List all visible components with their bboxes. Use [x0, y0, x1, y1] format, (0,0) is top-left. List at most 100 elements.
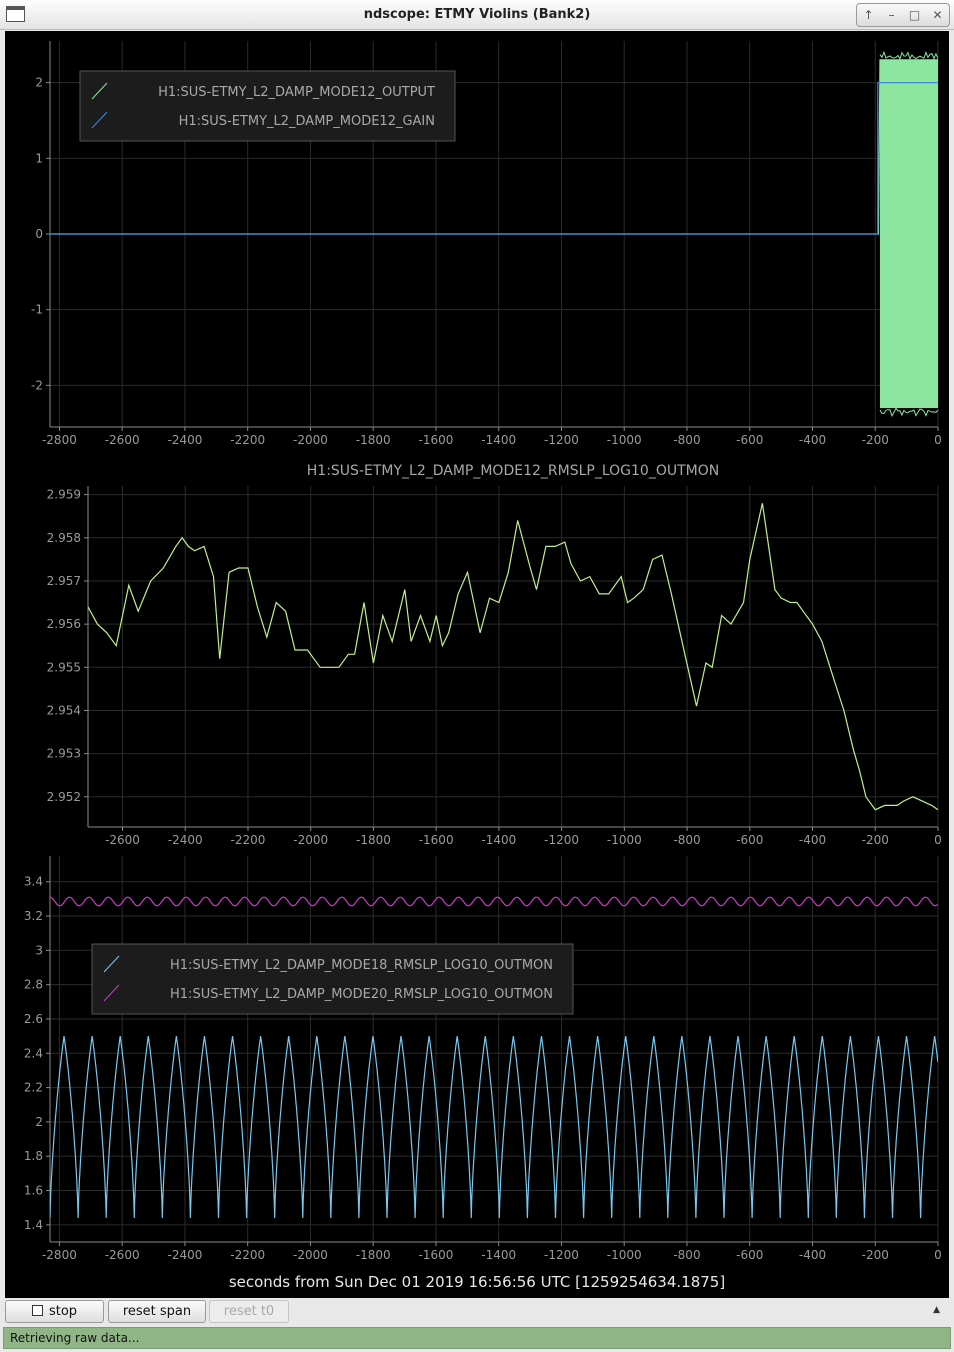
x-axis-title: seconds from Sun Dec 01 2019 16:56:56 UT… — [229, 1273, 725, 1291]
x-tick-label: -1800 — [356, 433, 391, 447]
y-tick-label: 0 — [35, 227, 43, 241]
x-tick-label: -1400 — [481, 1248, 516, 1262]
y-tick-label: 2.953 — [47, 747, 81, 761]
y-tick-label: 2.956 — [47, 617, 81, 631]
x-tick-label: -1000 — [607, 833, 642, 847]
reset-span-button[interactable]: reset span — [108, 1300, 206, 1323]
x-tick-label: -1800 — [356, 1248, 391, 1262]
legend-swatch — [103, 955, 120, 973]
y-tick-label: 3.4 — [24, 875, 43, 889]
plot-data — [50, 896, 938, 1219]
plot-1: -2800 -2600 -2400 -2200 -200 0 -1800 -1600 -1400… — [31, 41, 942, 447]
x-tick-label: -200 — [862, 1248, 889, 1262]
x-tick-label: -1400 — [481, 833, 516, 847]
x-tick-label: -1200 — [544, 1248, 579, 1262]
y-tick-label: 3 — [35, 943, 43, 957]
x-tick-label: -2600 — [105, 833, 140, 847]
x-tick-label: -2400 — [167, 433, 202, 447]
y-tick-label: 1.8 — [24, 1149, 43, 1163]
y-tick-label: 2.2 — [24, 1081, 43, 1095]
series-line — [88, 503, 938, 811]
y-tick-label: 2.955 — [47, 660, 81, 674]
x-tick-label: -1600 — [419, 833, 454, 847]
x-tick-label: -2200 — [230, 1248, 265, 1262]
legend-swatch — [103, 984, 120, 1002]
y-tick-label: 2.959 — [47, 488, 81, 502]
plot-title: H1:SUS-ETMY_L2_DAMP_MODE12_RMSLP_LOG10_O… — [307, 463, 719, 479]
plot-data — [50, 50, 938, 418]
window-controls: ↑ – □ ✕ — [856, 3, 950, 27]
minimize-icon[interactable]: – — [888, 8, 895, 22]
y-tick-label: 1 — [35, 151, 43, 165]
x-tick-label: -2600 — [105, 1248, 140, 1262]
y-tick-label: 2.958 — [47, 531, 81, 545]
y-tick-label: 1.6 — [24, 1184, 43, 1198]
x-tick-label: -1800 — [356, 833, 391, 847]
x-tick-label: -2400 — [168, 833, 203, 847]
legend-swatch — [91, 111, 108, 129]
x-tick-label: 0 — [934, 833, 942, 847]
x-tick-label: -600 — [736, 1248, 763, 1262]
x-tick-label: -400 — [799, 1248, 826, 1262]
series-envelope-bottom — [879, 407, 938, 418]
y-tick-label: -1 — [31, 303, 43, 317]
x-tick-label: -2200 — [231, 833, 266, 847]
x-tick-label: -2000 — [293, 1248, 328, 1262]
x-tick-label: -2400 — [167, 1248, 202, 1262]
legend-label: H1:SUS-ETMY_L2_DAMP_MODE20_RMSLP_LOG10_O… — [170, 987, 553, 1002]
stop-button-label: stop — [48, 1304, 78, 1319]
x-tick-label: -200 — [862, 433, 889, 447]
x-tick-label: -800 — [673, 833, 700, 847]
x-tick-label: -400 — [799, 833, 826, 847]
y-tick-label: 2 — [35, 76, 43, 90]
toolbar: stop reset span reset t0 ▲ — [0, 1298, 954, 1326]
plot-legend: H1:SUS-ETMY_L2_DAMP_MODE12_OUTPUT H1:SUS-… — [79, 70, 456, 142]
legend-box — [91, 943, 574, 1015]
close-icon[interactable]: ✕ — [932, 8, 943, 22]
x-tick-label: -800 — [673, 1248, 700, 1262]
x-tick-label: -1600 — [419, 433, 454, 447]
maximize-icon[interactable]: □ — [908, 8, 921, 22]
shade-icon[interactable]: ↑ — [863, 8, 874, 22]
y-tick-label: 2.954 — [47, 703, 81, 717]
legend-box — [79, 70, 456, 142]
plot-2: -2600 -2400 -2200 -200 0 -1800 -1600 -1400 -1200… — [47, 463, 942, 847]
x-tick-label: -2800 — [42, 1248, 77, 1262]
x-tick-label: -1400 — [481, 433, 516, 447]
y-tick-label: 2.6 — [24, 1012, 43, 1026]
scope-canvas[interactable]: -2800 -2600 -2400 -2200 -2000 -1800 -1600 -1400… — [5, 31, 949, 1298]
x-tick-label: -1200 — [544, 433, 579, 447]
y-tick-label: 2.8 — [24, 978, 43, 992]
x-tick-label: -200 — [862, 833, 889, 847]
series-line — [50, 82, 938, 235]
plot-3: -2800 -2600 -2400 -2200 -2000 -1800 -1600 -1400… — [24, 856, 942, 1262]
window-title: ndscope: ETMY Violins (Bank2) — [363, 7, 591, 22]
x-tick-label: -600 — [736, 433, 763, 447]
series-line — [50, 1036, 938, 1219]
window-menu-icon[interactable] — [6, 6, 25, 22]
legend-swatch — [91, 82, 108, 100]
status-bar: Retrieving raw data... — [3, 1327, 951, 1349]
plot-data — [88, 503, 938, 811]
y-tick-label: 2.957 — [47, 574, 81, 588]
stop-button[interactable]: stop — [5, 1300, 104, 1323]
expand-icon[interactable]: ▲ — [933, 1305, 940, 1315]
window-titlebar: ndscope: ETMY Violins (Bank2) ↑ – □ ✕ — [0, 0, 954, 30]
x-tick-label: -2200 — [230, 433, 265, 447]
plot-legend: H1:SUS-ETMY_L2_DAMP_MODE18_RMSLP_LOG10_O… — [91, 943, 574, 1015]
reset-t0-button[interactable]: reset t0 — [209, 1300, 289, 1323]
legend-label: H1:SUS-ETMY_L2_DAMP_MODE18_RMSLP_LOG10_O… — [170, 958, 553, 973]
y-tick-label: 3.2 — [24, 909, 43, 923]
x-tick-label: -1000 — [607, 1248, 642, 1262]
legend-label: H1:SUS-ETMY_L2_DAMP_MODE12_GAIN — [179, 114, 435, 129]
y-tick-label: 1.4 — [24, 1218, 43, 1232]
x-tick-label: -1600 — [419, 1248, 454, 1262]
status-text: Retrieving raw data... — [10, 1331, 140, 1345]
x-tick-label: -1200 — [544, 833, 579, 847]
y-tick-label: -2 — [31, 378, 43, 392]
series-envelope — [879, 59, 938, 409]
x-tick-label: -2800 — [42, 433, 77, 447]
x-tick-label: 0 — [934, 433, 942, 447]
y-tick-label: 2 — [35, 1115, 43, 1129]
x-tick-label: -2600 — [105, 433, 140, 447]
